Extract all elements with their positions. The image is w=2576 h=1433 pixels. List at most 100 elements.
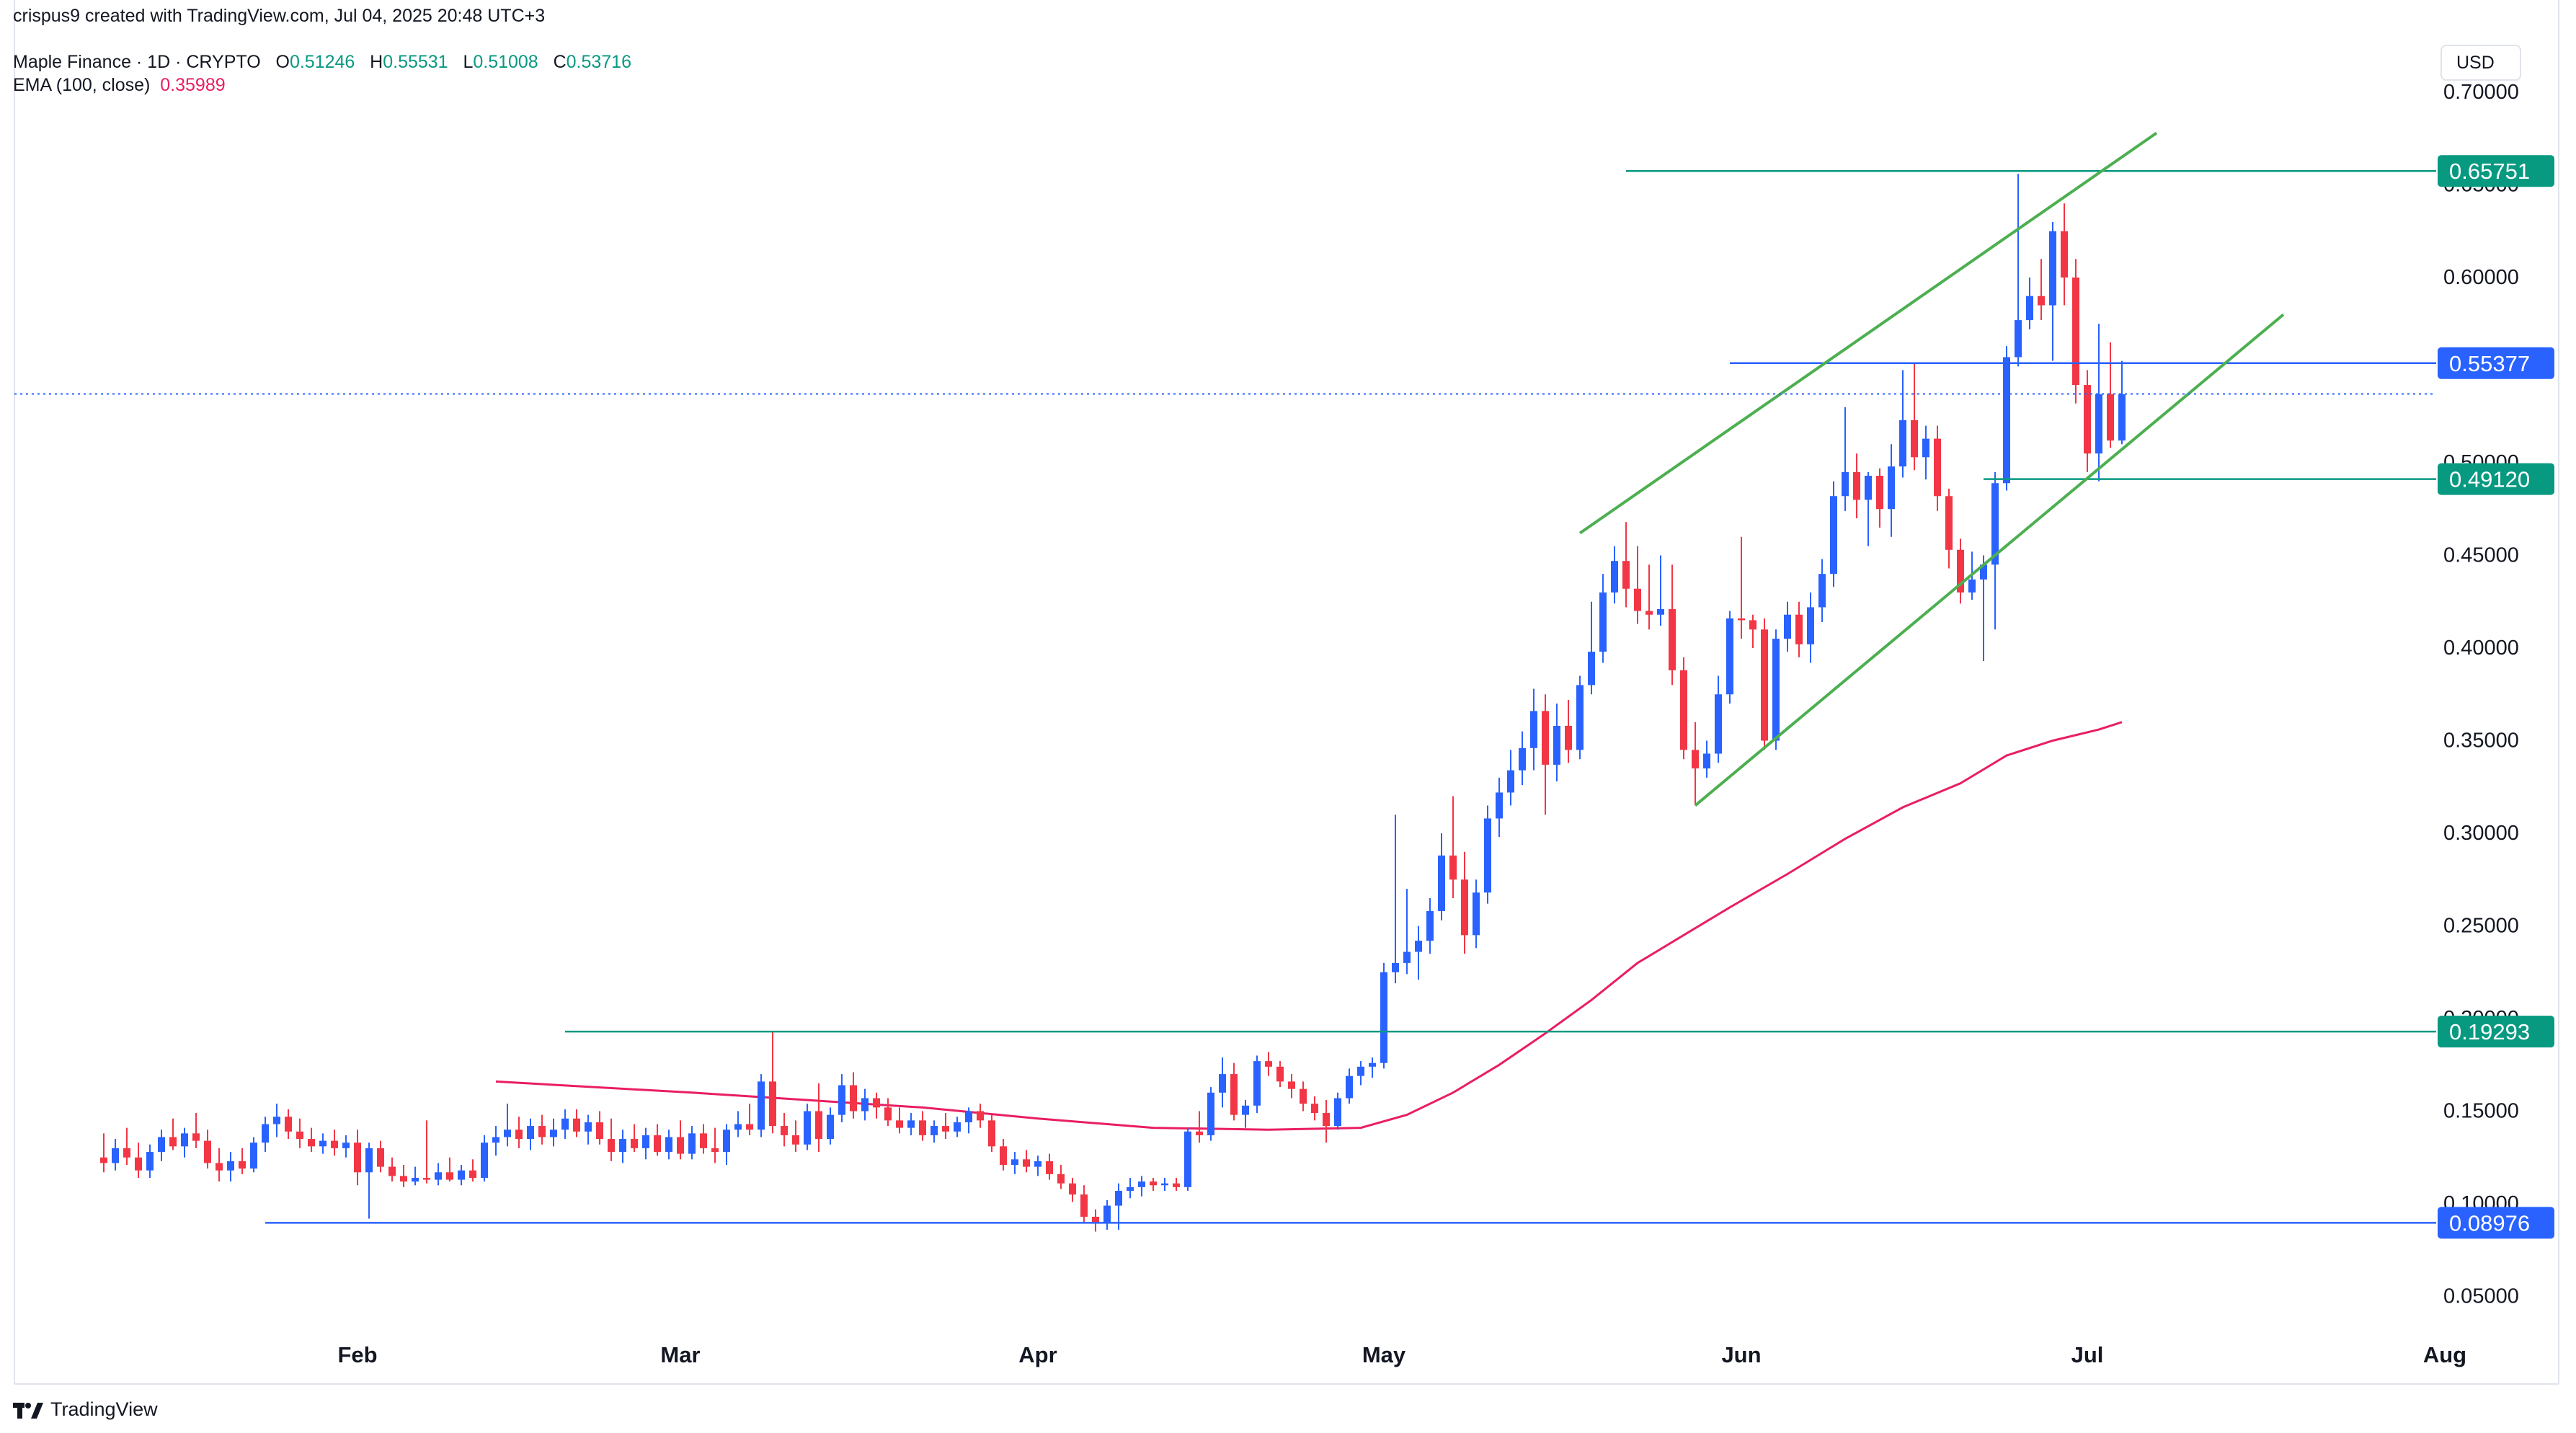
candle-body — [804, 1111, 811, 1145]
candle-down — [1023, 1150, 1030, 1173]
candle-body — [1219, 1074, 1226, 1093]
candle-up — [1899, 370, 1906, 478]
candle-up — [342, 1135, 350, 1158]
ema-legend[interactable]: EMA (100, close) 0.35989 — [13, 75, 226, 96]
candle-body — [734, 1124, 742, 1130]
level-price-label: 0.49120 — [2438, 463, 2554, 495]
candle-up — [1334, 1092, 1341, 1130]
candle-up — [319, 1133, 327, 1154]
candle-down — [296, 1118, 303, 1148]
candle-body — [896, 1120, 903, 1128]
candle-up — [1034, 1155, 1041, 1176]
candle-up — [146, 1144, 154, 1179]
level-price-text: 0.55377 — [2449, 351, 2530, 376]
candle-body — [1968, 579, 1976, 593]
candle-up — [1980, 555, 1987, 661]
candle-down — [377, 1140, 384, 1173]
candle-up — [1242, 1100, 1249, 1128]
candle-up — [365, 1143, 373, 1219]
symbol-legend[interactable]: Maple Finance · 1D · CRYPTO O0.51246 H0.… — [13, 52, 631, 73]
candle-body — [1818, 574, 1826, 608]
candle-body — [1173, 1183, 1180, 1187]
candle-down — [123, 1127, 130, 1166]
candle-up — [158, 1130, 165, 1161]
tradingview-logo-text: TradingView — [50, 1398, 158, 1420]
candle-up — [665, 1130, 672, 1160]
candle-up — [2118, 360, 2126, 445]
candle-up — [527, 1118, 534, 1150]
candle-down — [1669, 564, 1676, 686]
candle-up — [1253, 1055, 1261, 1114]
candle-body — [838, 1085, 845, 1115]
candle-down — [1196, 1111, 1203, 1143]
level-price-text: 0.65751 — [2449, 159, 2530, 184]
candle-up — [734, 1111, 742, 1137]
candle-body — [2095, 394, 2102, 454]
candle-body — [2026, 296, 2033, 321]
candle-down — [1461, 851, 1468, 954]
candle-body — [942, 1126, 949, 1132]
candle-body — [1669, 609, 1676, 670]
candle-down — [573, 1109, 580, 1137]
y-tick-label: 0.60000 — [2443, 266, 2519, 289]
level-price-text: 0.19293 — [2449, 1019, 2530, 1044]
candle-up — [1888, 444, 1895, 537]
candle-body — [688, 1133, 696, 1154]
candle-down — [977, 1104, 984, 1128]
candle-down — [400, 1165, 407, 1187]
candle-down — [873, 1092, 880, 1119]
candle-body — [192, 1133, 200, 1141]
candle-up — [561, 1109, 569, 1140]
candle-body — [262, 1124, 269, 1143]
candle-body — [1622, 561, 1630, 589]
candle-body — [1749, 620, 1756, 630]
candle-down — [1692, 722, 1699, 806]
candle-up — [804, 1104, 811, 1150]
candle-body — [1438, 855, 1445, 911]
candle-up — [227, 1152, 234, 1182]
candle-down — [1911, 363, 1918, 471]
candle-body — [1519, 747, 1526, 771]
candle-down — [2107, 342, 2114, 448]
drawing-lines-layer — [14, 131, 2436, 1224]
candle-body — [585, 1122, 592, 1132]
candle-up — [504, 1104, 511, 1147]
candle-body — [1449, 855, 1457, 880]
candle-body — [216, 1163, 223, 1171]
candle-body — [412, 1178, 419, 1182]
candle-down — [1449, 796, 1457, 898]
candle-down — [1565, 699, 1572, 763]
candle-body — [1057, 1174, 1065, 1184]
candle-body — [1957, 549, 1964, 593]
candle-body — [723, 1130, 730, 1153]
candle-down — [515, 1117, 523, 1148]
candle-down — [1323, 1100, 1330, 1143]
candle-body — [1103, 1205, 1111, 1223]
candle-body — [273, 1117, 280, 1124]
candle-up — [550, 1118, 557, 1147]
currency-button[interactable]: USD — [2440, 45, 2521, 81]
x-tick-label: Feb — [337, 1342, 377, 1367]
candle-down — [988, 1114, 995, 1153]
level-price-bg — [2438, 463, 2554, 495]
candle-up — [1207, 1087, 1214, 1141]
candle-body — [1230, 1074, 1238, 1115]
candle-body — [1865, 475, 1872, 500]
x-tick-label: Jul — [2071, 1342, 2104, 1367]
candle-body — [850, 1085, 857, 1112]
candle-up — [1611, 546, 1618, 604]
candle-body — [561, 1118, 569, 1130]
tradingview-logo[interactable]: TradingView — [13, 1398, 158, 1421]
candles-layer — [100, 174, 2126, 1232]
level-price-label: 0.55377 — [2438, 347, 2554, 379]
candle-body — [2049, 231, 2056, 306]
candle-down — [1069, 1178, 1076, 1202]
y-tick-label: 0.25000 — [2443, 915, 2519, 938]
candle-body — [1242, 1105, 1249, 1115]
candle-body — [1507, 770, 1514, 793]
candle-down — [2084, 370, 2091, 472]
candle-up — [619, 1130, 626, 1163]
low-label: L — [463, 52, 474, 72]
candle-body — [146, 1152, 154, 1171]
